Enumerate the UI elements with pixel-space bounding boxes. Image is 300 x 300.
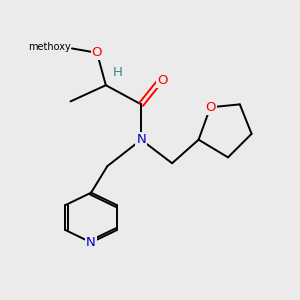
Text: O: O — [157, 74, 168, 87]
Text: O: O — [92, 46, 102, 59]
Text: N: N — [86, 236, 96, 249]
Text: N: N — [136, 133, 146, 146]
Text: H: H — [113, 66, 123, 79]
Text: methoxy: methoxy — [28, 42, 70, 52]
Text: O: O — [205, 101, 216, 114]
